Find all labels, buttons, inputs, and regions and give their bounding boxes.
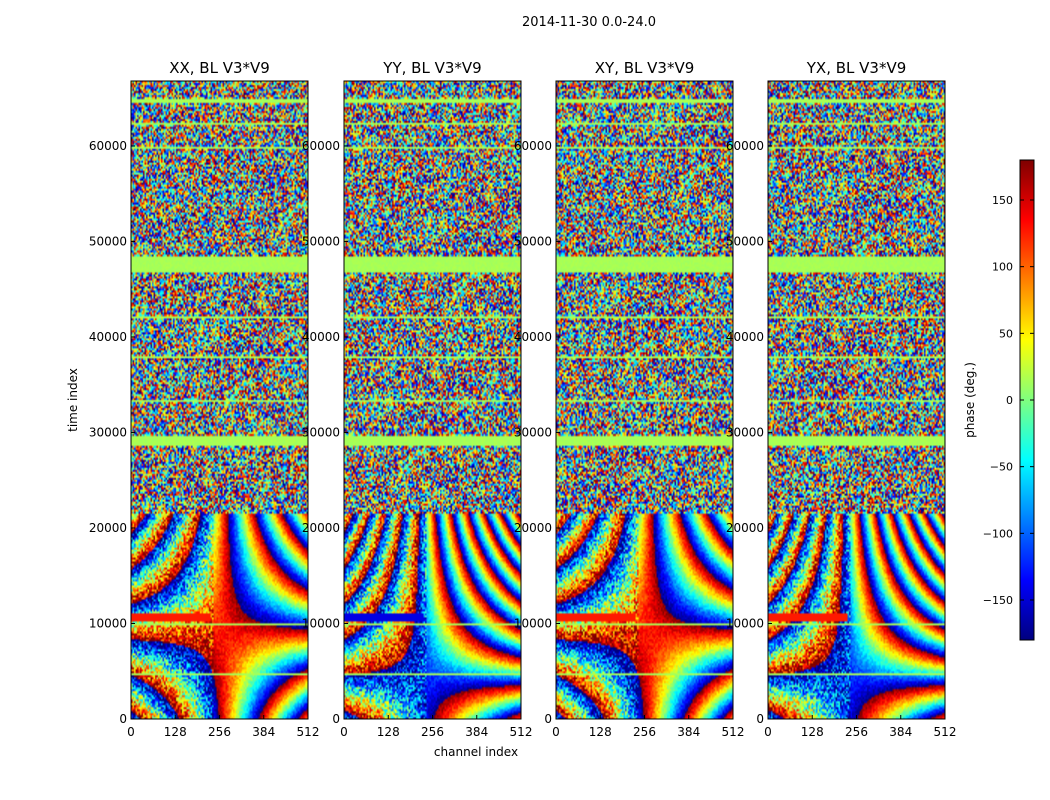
y-tick-label: 40000 [726,330,764,344]
colorbar: −150 −100 −50 0 50 100 150 phase (deg.) [963,159,1035,641]
x-tick-label: 0 [340,725,348,739]
colorbar-tick-label: 150 [992,194,1013,207]
x-tick-label: 256 [845,725,868,739]
phase-heatmap [768,81,945,719]
panels: XX, BL V3*V9 0 128 256 384 512 0 10000 20000 3000… [89,59,957,739]
x-tick-label: 384 [465,725,488,739]
x-tick-label: 512 [297,725,320,739]
y-tick-label: 20000 [726,521,764,535]
y-tick-label: 0 [332,712,340,726]
x-tick-label: 128 [164,725,187,739]
y-axis-label: time index [66,368,80,432]
y-tick-label: 30000 [726,425,764,439]
y-tick-label: 60000 [514,139,552,153]
x-tick-label: 384 [677,725,700,739]
colorbar-tick-label: 100 [992,261,1013,274]
y-tick-label: 0 [544,712,552,726]
panel-3: XY, BL V3*V9 0 128 256 384 512 0 10000 20000 3000… [514,59,745,739]
y-tick-label: 50000 [726,234,764,248]
y-tick-label: 20000 [302,521,340,535]
y-tick-label: 10000 [302,616,340,630]
colorbar-tick-label: 50 [999,327,1013,340]
x-tick-label: 128 [801,725,824,739]
x-tick-label: 384 [889,725,912,739]
phase-heatmap [556,81,733,719]
x-tick-label: 512 [722,725,745,739]
panel-title: YX, BL V3*V9 [806,59,907,77]
y-tick-label: 20000 [89,521,127,535]
x-tick-label: 256 [421,725,444,739]
colorbar-tick-label: −100 [983,527,1013,540]
phase-heatmap [344,81,521,719]
y-tick-label: 10000 [726,616,764,630]
x-tick-label: 256 [208,725,231,739]
y-tick-label: 20000 [514,521,552,535]
panel-2: YY, BL V3*V9 0 128 256 384 512 0 10000 20000 3000… [302,59,533,739]
y-tick-label: 60000 [89,139,127,153]
x-tick-label: 0 [127,725,135,739]
y-tick-label: 30000 [514,425,552,439]
colorbar-label: phase (deg.) [963,362,977,438]
panel-title: XY, BL V3*V9 [595,59,695,77]
colorbar-tick-label: 0 [1006,394,1013,407]
phase-heatmap [131,81,308,719]
colorbar-tick-label: −150 [983,594,1013,607]
y-tick-label: 50000 [89,234,127,248]
figure-title: 2014-11-30 0.0-24.0 [522,15,656,30]
x-tick-label: 0 [552,725,560,739]
panel-title: YY, BL V3*V9 [382,59,481,77]
y-tick-label: 60000 [726,139,764,153]
x-tick-label: 512 [510,725,533,739]
x-tick-label: 128 [589,725,612,739]
x-tick-label: 0 [764,725,772,739]
x-tick-label: 512 [934,725,957,739]
y-tick-label: 0 [119,712,127,726]
y-tick-label: 50000 [514,234,552,248]
y-tick-label: 30000 [302,425,340,439]
y-tick-label: 10000 [89,616,127,630]
x-tick-label: 384 [252,725,275,739]
y-tick-label: 40000 [302,330,340,344]
x-tick-label: 128 [377,725,400,739]
x-tick-label: 256 [633,725,656,739]
y-tick-label: 40000 [89,330,127,344]
panel-4: YX, BL V3*V9 0 128 256 384 512 0 10000 20000 3000… [726,59,957,739]
y-tick-label: 0 [756,712,764,726]
y-tick-label: 30000 [89,425,127,439]
y-tick-label: 10000 [514,616,552,630]
panel-title: XX, BL V3*V9 [169,59,270,77]
y-tick-label: 40000 [514,330,552,344]
colorbar-ticks: −150 −100 −50 0 50 100 150 [983,194,1034,607]
colorbar-tick-label: −50 [990,461,1013,474]
panel-1: XX, BL V3*V9 0 128 256 384 512 0 10000 20000 3000… [89,59,320,739]
y-tick-label: 60000 [302,139,340,153]
x-axis-label: channel index [434,745,518,759]
y-tick-label: 50000 [302,234,340,248]
